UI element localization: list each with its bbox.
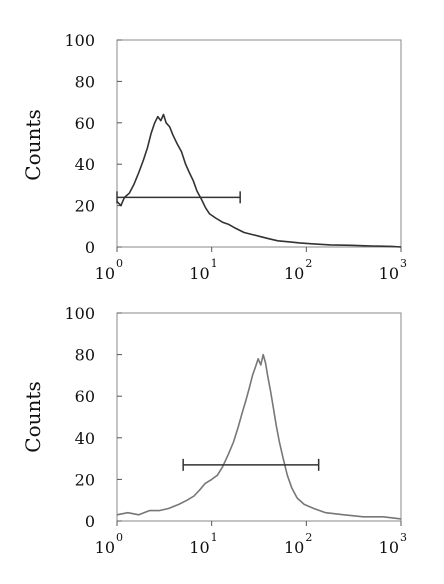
- y-tick-label: 20: [75, 197, 95, 216]
- x-tick-label: 10: [189, 538, 209, 557]
- x-tick-exponent: 3: [400, 257, 407, 270]
- x-tick-label: 10: [95, 264, 115, 283]
- histogram-line: [116, 353, 402, 520]
- x-tick-exponent: 0: [116, 531, 123, 544]
- y-axis-title: Counts: [21, 109, 45, 180]
- x-tick-label: 10: [95, 538, 115, 557]
- x-tick-exponent: 1: [211, 257, 218, 270]
- y-axis-title: Counts: [21, 381, 45, 452]
- x-tick-exponent: 2: [305, 257, 312, 270]
- y-tick-label: 80: [75, 346, 95, 365]
- x-tick-label: 10: [379, 538, 399, 557]
- y-tick-label: 0: [85, 238, 95, 257]
- x-tick-exponent: 2: [305, 531, 312, 544]
- x-tick-exponent: 3: [400, 531, 407, 544]
- y-tick-label: 0: [85, 512, 95, 531]
- y-tick-label: 60: [75, 114, 95, 133]
- y-tick-label: 60: [75, 387, 95, 406]
- y-tick-label: 20: [75, 470, 95, 489]
- plot-frame: [116, 312, 402, 522]
- y-tick-label: 40: [75, 429, 95, 448]
- x-tick-exponent: 0: [116, 257, 123, 270]
- histogram-line: [116, 113, 402, 248]
- x-tick-label: 10: [284, 538, 304, 557]
- y-tick-label: 40: [75, 155, 95, 174]
- y-tick-label: 100: [64, 304, 95, 323]
- y-tick-label: 100: [64, 31, 95, 50]
- plot-frame: [116, 39, 402, 248]
- x-tick-label: 10: [284, 264, 304, 283]
- x-tick-exponent: 1: [211, 531, 218, 544]
- y-tick-label: 80: [75, 72, 95, 91]
- x-tick-label: 10: [379, 264, 399, 283]
- x-tick-label: 10: [189, 264, 209, 283]
